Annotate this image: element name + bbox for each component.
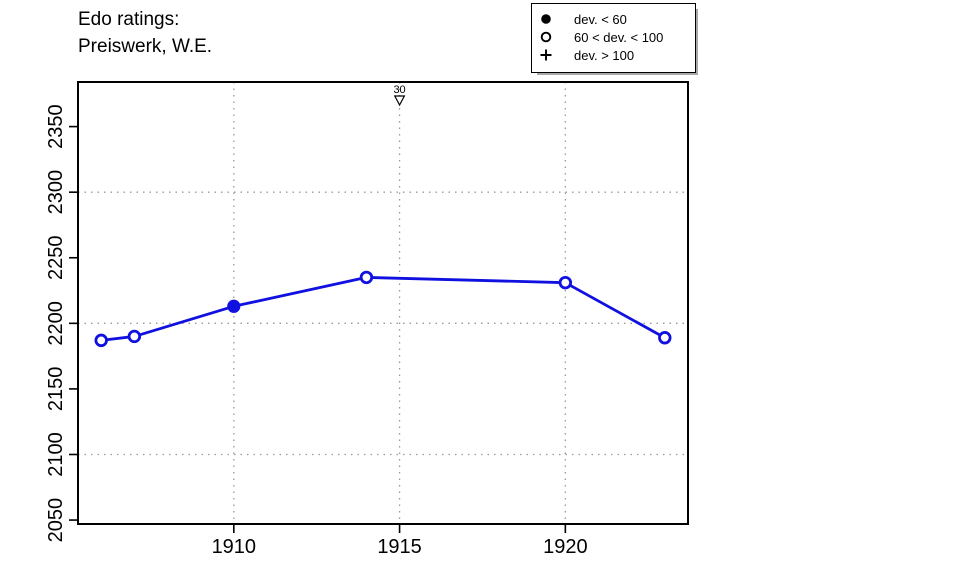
y-axis-tick-label: 2050 (45, 498, 67, 543)
data-point-open (558, 275, 573, 290)
plot-border (77, 81, 689, 525)
legend-item-label: dev. < 60 (574, 11, 627, 27)
data-point-filled (227, 299, 241, 313)
data-point-open (359, 270, 374, 285)
y-axis-tick-label: 2200 (45, 301, 67, 346)
data-point-open (658, 331, 672, 345)
data-series-line (99, 276, 667, 342)
chart-title: Edo ratings: Preiswerk, W.E. (78, 6, 212, 60)
y-axis-tick-label: 2350 (45, 104, 67, 149)
legend-item: 60 < dev. < 100 (532, 28, 695, 46)
x-axis-tick-label: 1920 (543, 536, 588, 558)
open-circle-icon (540, 31, 552, 43)
chart-title-line2: Preiswerk, W.E. (78, 36, 213, 57)
legend-item-label: dev. > 100 (574, 47, 635, 63)
legend-item: dev. > 100 (532, 46, 695, 64)
legend: dev. < 60 60 < dev. < 100 dev. > 100 (531, 3, 696, 73)
data-point-open (94, 333, 108, 348)
y-axis-tick-label: 2150 (45, 367, 67, 412)
x-axis-tick-label: 1915 (377, 536, 422, 558)
y-axis-tick-label: 2300 (45, 170, 67, 215)
chart-title-line1: Edo ratings: (78, 9, 180, 30)
annotation-label: 30 (393, 84, 405, 96)
legend-item-label: 60 < dev. < 100 (574, 29, 664, 45)
data-point-open (127, 329, 142, 344)
triangle-down-icon (393, 95, 406, 107)
filled-circle-icon (541, 14, 551, 24)
y-axis-tick-label: 2100 (45, 432, 67, 477)
legend-item: dev. < 60 (532, 10, 695, 28)
y-axis-tick-label: 2250 (45, 236, 67, 281)
plus-icon (540, 49, 552, 61)
x-axis-tick-label: 1910 (212, 536, 257, 558)
